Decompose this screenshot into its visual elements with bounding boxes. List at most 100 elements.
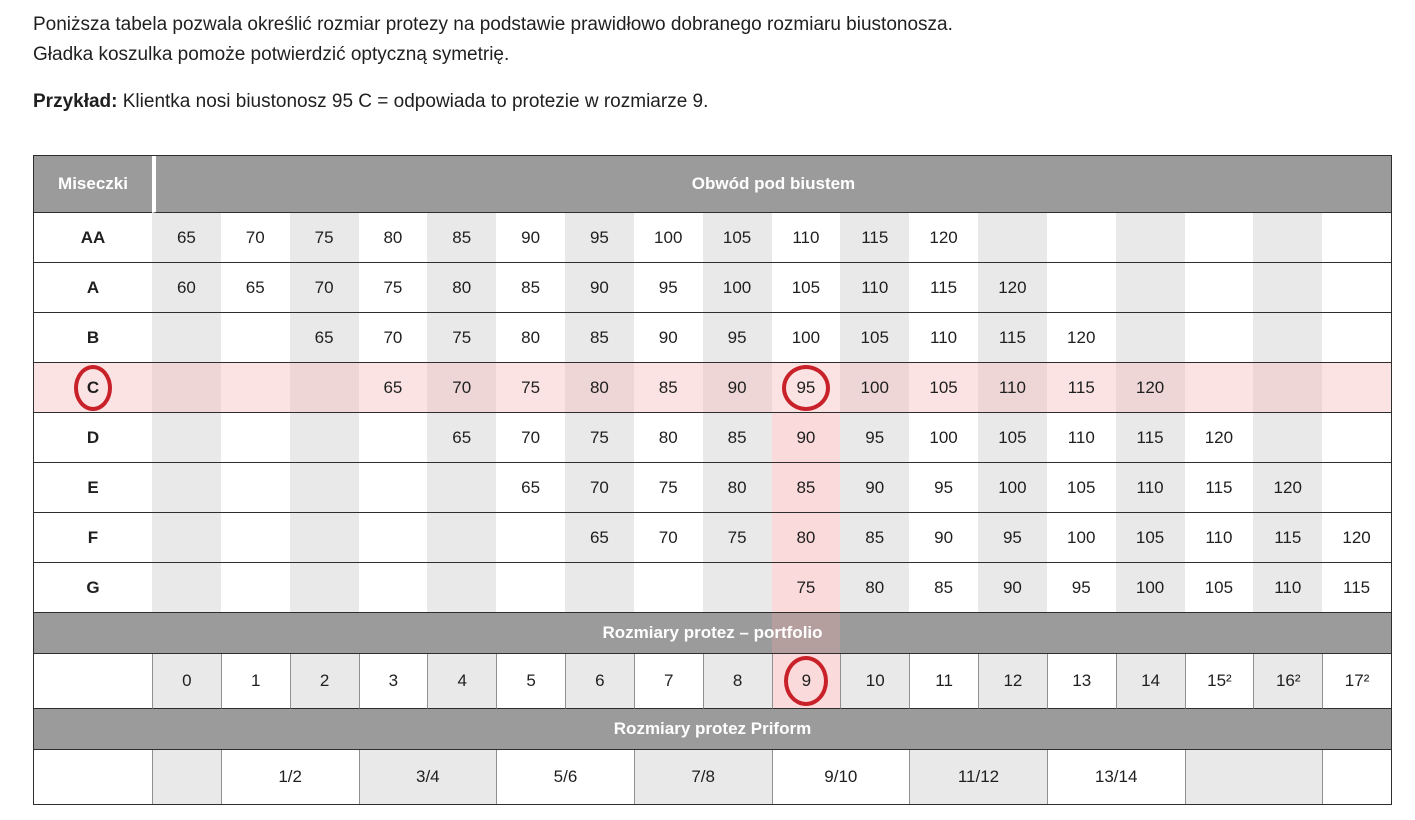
cup-cell: [565, 563, 634, 613]
cup-cell: [1046, 263, 1116, 313]
cup-cell: 75: [565, 413, 634, 463]
priform-cell: 11/12: [909, 750, 1047, 804]
cup-cell: 95: [909, 463, 978, 513]
cup-cell: 115: [840, 213, 910, 263]
cup-cell: [1253, 213, 1323, 263]
size-cell: 6: [565, 654, 634, 709]
cup-cell: 105: [978, 413, 1047, 463]
cup-cell: 105: [840, 313, 910, 363]
cup-cell: 110: [978, 363, 1047, 413]
cup-cell: 110: [1115, 463, 1185, 513]
cup-cell: 115: [1115, 413, 1185, 463]
cup-cell: [152, 563, 221, 613]
cup-cell: 115: [909, 263, 978, 313]
cup-cell: 80: [840, 563, 910, 613]
cup-cell: 80: [771, 513, 841, 563]
cup-cell: 90: [840, 463, 910, 513]
cup-row-label: E: [34, 463, 152, 513]
cup-cell: [358, 463, 428, 513]
cup-cell: 70: [358, 313, 428, 363]
cup-cell: [152, 413, 221, 463]
cup-cell: 75: [427, 313, 497, 363]
cup-cell: [1253, 413, 1323, 463]
cup-cell: 80: [565, 363, 634, 413]
cup-cell: 85: [565, 313, 634, 363]
cup-cell: 70: [565, 463, 634, 513]
cup-cell: [1046, 213, 1116, 263]
cup-cell: [220, 563, 290, 613]
cup-row-label: G: [34, 563, 152, 613]
cup-cell: [1115, 313, 1185, 363]
cup-cell: 75: [702, 513, 772, 563]
cup-cell: [220, 463, 290, 513]
cup-row-label: F: [34, 513, 152, 563]
band-title: Rozmiary protez – portfolio: [602, 623, 823, 642]
cup-cell: [1184, 363, 1254, 413]
cup-cell: 95: [771, 363, 841, 413]
cup-cell: 85: [496, 263, 565, 313]
cup-cell: [1322, 363, 1391, 413]
cup-cell: 75: [771, 563, 841, 613]
priform-band: Rozmiary protez Priform: [34, 709, 1391, 750]
cup-row-label: B: [34, 313, 152, 363]
cup-cell: 120: [1046, 313, 1116, 363]
cup-cell: [1184, 263, 1254, 313]
cup-row-label: AA: [34, 213, 152, 263]
cup-cell: 85: [702, 413, 772, 463]
size-conversion-table: Miseczki Obwód pod biustem AA 65 70 75 80 85 90 9…: [33, 155, 1392, 805]
priform-row-label: [34, 750, 152, 804]
example-label: Przykład:: [33, 91, 118, 112]
priform-cell: 13/14: [1046, 750, 1185, 804]
portfolio-row-label: [34, 654, 152, 709]
cup-cell: 100: [633, 213, 703, 263]
cup-cell: [496, 563, 565, 613]
cup-cell: 105: [702, 213, 772, 263]
cup-cell: 80: [633, 413, 703, 463]
priform-cell: 5/6: [496, 750, 634, 804]
cup-cell: [1184, 313, 1254, 363]
portfolio-band: Rozmiary protez – portfolio: [34, 613, 1391, 654]
cup-cell: 95: [702, 313, 772, 363]
cup-cell: [152, 513, 221, 563]
cup-cell: [358, 413, 428, 463]
cup-cell: [1253, 263, 1323, 313]
cup-cell: 90: [909, 513, 978, 563]
cup-cell: 95: [1046, 563, 1116, 613]
cup-cell: 105: [1184, 563, 1254, 613]
cup-cell: [1322, 263, 1391, 313]
red-circle-annotation: [781, 364, 830, 411]
cup-cell: 80: [496, 313, 565, 363]
cup-cell: [289, 513, 359, 563]
cup-cell: [289, 563, 359, 613]
size-cell: 11: [909, 654, 978, 709]
size-cell: 5: [496, 654, 565, 709]
cup-cell: 110: [1046, 413, 1116, 463]
cup-cell: 105: [909, 363, 978, 413]
size-cell: 1: [220, 654, 290, 709]
cup-cell: 110: [771, 213, 841, 263]
priform-cell: [1184, 750, 1323, 804]
size-cell: 2: [289, 654, 359, 709]
cup-cell: [358, 513, 428, 563]
cup-cell: [152, 463, 221, 513]
intro-line-1: Poniższa tabela pozwala określić rozmiar…: [33, 14, 953, 35]
size-cell: 8: [702, 654, 772, 709]
cup-cell: 80: [702, 463, 772, 513]
cup-cell: 110: [840, 263, 910, 313]
cup-cell: 90: [978, 563, 1047, 613]
cup-cell: [427, 563, 497, 613]
cup-cell: 85: [840, 513, 910, 563]
cup-cell: 90: [565, 263, 634, 313]
cup-cell: 120: [978, 263, 1047, 313]
cup-cell: [358, 563, 428, 613]
size-cell: 13: [1046, 654, 1116, 709]
cup-cell: 70: [289, 263, 359, 313]
cup-cell: 115: [1046, 363, 1116, 413]
red-circle-annotation: [74, 364, 112, 411]
cup-cell: 95: [565, 213, 634, 263]
priform-cell: [152, 750, 221, 804]
cup-cell: 100: [909, 413, 978, 463]
cup-cell: 100: [771, 313, 841, 363]
cup-cell: 65: [289, 313, 359, 363]
priform-cell: 9/10: [771, 750, 910, 804]
